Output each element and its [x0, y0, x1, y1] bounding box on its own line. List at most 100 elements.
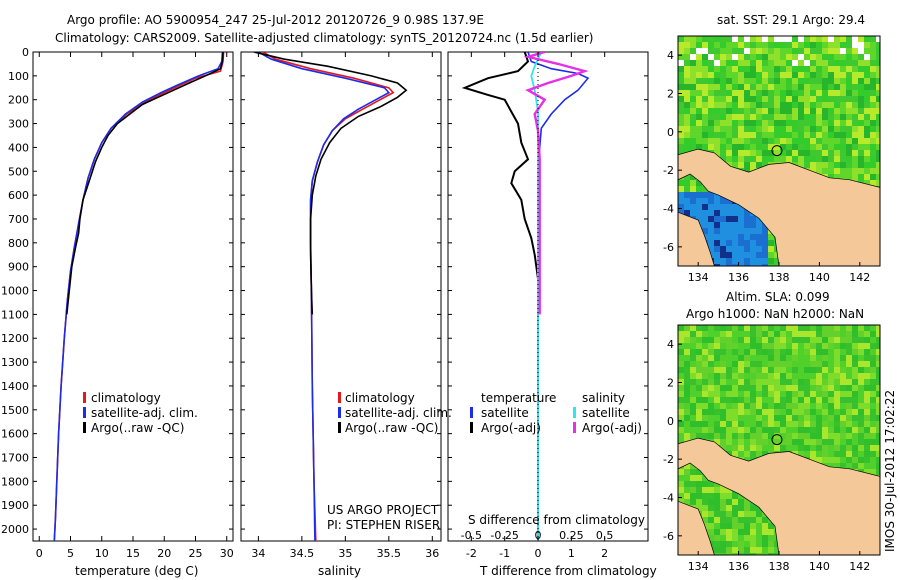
- map-cell: [708, 42, 715, 49]
- map-cell: [732, 90, 739, 97]
- map-cell: [708, 337, 715, 344]
- map-cell: [750, 505, 757, 512]
- map-cell: [870, 373, 877, 380]
- sla-map: [678, 325, 880, 555]
- map-cell: [708, 246, 715, 253]
- map-cell: [708, 415, 715, 422]
- map-cell: [732, 391, 739, 398]
- map-cell: [720, 487, 727, 494]
- map-cell: [678, 204, 685, 211]
- map-cell: [756, 60, 763, 67]
- map-cell: [804, 367, 811, 374]
- map-cell: [702, 192, 709, 199]
- map-cell: [810, 90, 817, 97]
- map-cell: [762, 96, 769, 103]
- salinity-panel: [240, 51, 442, 542]
- map-cell: [858, 84, 865, 91]
- map-cell: [804, 108, 811, 115]
- map-cell: [804, 349, 811, 356]
- map-cell: [828, 84, 835, 91]
- map-cell: [852, 409, 859, 416]
- map-cell: [834, 78, 841, 85]
- map-cell: [750, 373, 757, 380]
- map-cell: [690, 469, 697, 476]
- map-cell: [678, 475, 685, 482]
- map-cell: [744, 102, 751, 109]
- map-cell: [702, 222, 709, 229]
- map-cell: [834, 463, 841, 470]
- map-cell: [756, 264, 763, 266]
- map-cell: [834, 373, 841, 380]
- map-cell: [846, 409, 853, 416]
- map-cell: [768, 126, 775, 133]
- map-cell: [732, 331, 739, 338]
- map-cell: [714, 331, 721, 338]
- map-cell: [810, 126, 817, 133]
- map-cell: [720, 228, 727, 235]
- map-cell: [696, 355, 703, 362]
- map-cell: [738, 204, 745, 211]
- map-cell: [780, 427, 787, 434]
- map-cell: [744, 48, 751, 55]
- map-cell: [738, 361, 745, 368]
- map-cell: [726, 397, 733, 404]
- map-cell: [774, 120, 781, 127]
- legend-swatch-s-satellite: [573, 407, 576, 418]
- map-cell: [792, 421, 799, 428]
- map-cell: [708, 361, 715, 368]
- map-cell: [810, 120, 817, 127]
- map-cell: [876, 367, 880, 374]
- map-cell: [738, 90, 745, 97]
- y-tick-label: 1100: [1, 308, 29, 321]
- land-polygon: [678, 500, 715, 555]
- map-cell: [840, 409, 847, 416]
- map-cell: [786, 325, 793, 332]
- map-cell: [828, 174, 835, 181]
- map-cell: [822, 90, 829, 97]
- map-cell: [726, 72, 733, 79]
- map-cell: [876, 132, 880, 139]
- map-cell: [792, 433, 799, 440]
- map-cell: [792, 415, 799, 422]
- map-cell: [714, 264, 721, 266]
- map-cell: [738, 240, 745, 247]
- map-cell: [702, 427, 709, 434]
- map-cell: [678, 493, 685, 500]
- map-cell: [798, 415, 805, 422]
- map-cell: [852, 60, 859, 67]
- map-cell: [684, 409, 691, 416]
- map-cell: [702, 475, 709, 482]
- map-cell: [690, 138, 697, 145]
- map-cell: [756, 156, 763, 163]
- map-cell: [774, 60, 781, 67]
- map-cell: [744, 391, 751, 398]
- legend-label: Argo(..raw -QC): [345, 421, 438, 435]
- map-cell: [864, 120, 871, 127]
- map-cell: [852, 168, 859, 175]
- map-cell: [798, 114, 805, 121]
- map-cell: [774, 325, 781, 332]
- map-cell: [690, 325, 697, 332]
- map-cell: [852, 66, 859, 73]
- map-cell: [864, 114, 871, 121]
- map-cell: [852, 72, 859, 79]
- map-cell: [786, 391, 793, 398]
- map-cell: [774, 331, 781, 338]
- map-cell: [780, 156, 787, 163]
- pi-text: PI: STEPHEN RISER: [327, 518, 440, 532]
- sst-map: [678, 36, 880, 266]
- map-cell: [780, 90, 787, 97]
- map-cell: [804, 66, 811, 73]
- map-cell: [828, 391, 835, 398]
- y-tick-label: 400: [8, 141, 29, 154]
- map-cell: [864, 355, 871, 362]
- map-cell: [804, 379, 811, 386]
- map-cell: [744, 78, 751, 85]
- map-cell: [732, 553, 739, 555]
- map-cell: [744, 409, 751, 416]
- map-cell: [678, 84, 685, 91]
- map-cell: [780, 72, 787, 79]
- map-cell: [876, 168, 880, 175]
- map-cell: [678, 102, 685, 109]
- map-cell: [726, 144, 733, 151]
